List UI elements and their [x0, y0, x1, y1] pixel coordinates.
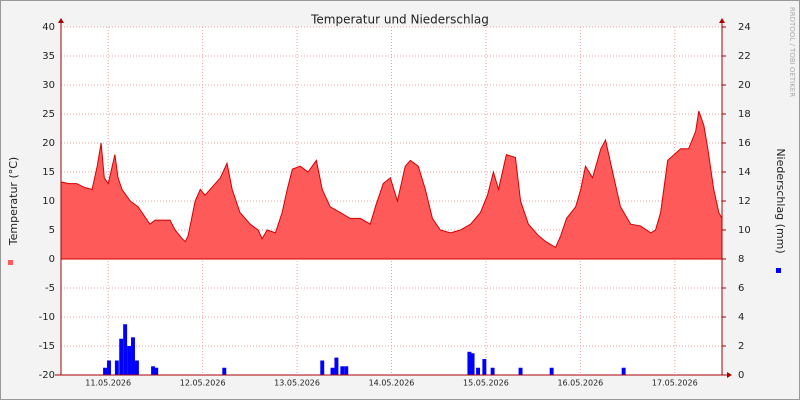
precipitation-bar	[107, 360, 111, 375]
y-tick-label: -15	[39, 341, 55, 352]
y-tick-label: -10	[39, 312, 55, 323]
y-tick-label: 30	[42, 80, 55, 91]
precipitation-bar	[476, 367, 481, 375]
y-tick-label: 40	[42, 22, 55, 33]
y2-tick-label: 8	[738, 254, 744, 265]
y2-tick-label: 24	[738, 22, 751, 33]
axis-arrow	[727, 372, 732, 378]
precipitation-bar	[334, 357, 339, 375]
y2-tick-label: 2	[738, 341, 744, 352]
x-tick-label: 13.05.2026	[274, 379, 320, 388]
precipitation-bar	[518, 367, 523, 375]
y-axis-label: Temperatur (°C)	[7, 157, 20, 246]
y2-tick-label: 0	[738, 370, 744, 381]
x-tick-label: 11.05.2026	[85, 379, 131, 388]
x-tick-label: 14.05.2026	[369, 379, 415, 388]
precipitation-bar	[344, 366, 349, 375]
y2-tick-label: 12	[738, 196, 751, 207]
precipitation-bar	[131, 337, 135, 375]
y2-tick-label: 20	[738, 80, 751, 91]
y2-axis-label: Niederschlag (mm)	[774, 148, 787, 253]
x-tick-label: 17.05.2026	[652, 379, 698, 388]
precipitation-bar	[621, 367, 626, 375]
y2-tick-label: 10	[738, 225, 751, 236]
precipitation-bar	[467, 351, 472, 375]
precipitation-bar	[482, 359, 487, 375]
chart-title: Temperatur und Niederschlag	[310, 13, 489, 27]
precipitation-bar	[490, 367, 495, 375]
y-tick-label: 20	[42, 138, 55, 149]
precipitation-bar	[103, 367, 108, 375]
y2-tick-label: 16	[738, 138, 751, 149]
legend-swatch	[776, 268, 781, 273]
marks	[60, 110, 723, 375]
precipitation-bar	[330, 367, 335, 375]
y-tick-label: 0	[49, 254, 55, 265]
precipitation-bar	[123, 324, 128, 375]
precipitation-bar	[127, 346, 132, 375]
axis-arrow	[719, 18, 725, 23]
legend-swatch	[8, 260, 13, 265]
x-tick-label: 12.05.2026	[180, 379, 226, 388]
y2-tick-label: 4	[738, 312, 744, 323]
y-tick-label: 35	[42, 51, 55, 62]
precipitation-bar	[134, 360, 139, 375]
precipitation-bar	[151, 366, 156, 375]
x-tick-label: 16.05.2026	[557, 379, 603, 388]
precipitation-bar	[154, 367, 159, 375]
y2-tick-label: 18	[738, 109, 751, 120]
y-tick-label: 15	[42, 167, 55, 178]
y2-tick-label: 22	[738, 51, 751, 62]
temperature-area	[60, 110, 723, 260]
axes	[55, 18, 732, 378]
precipitation-bar	[340, 366, 345, 375]
precipitation-bar	[114, 360, 119, 375]
precipitation-bar	[470, 353, 475, 375]
y2-tick-label: 6	[738, 283, 744, 294]
y-tick-label: 10	[42, 196, 55, 207]
y2-tick-label: 14	[738, 167, 751, 178]
axis-arrow	[58, 18, 64, 23]
precipitation-bar	[320, 360, 325, 375]
y-tick-label: 25	[42, 109, 55, 120]
precipitation-bar	[549, 367, 554, 375]
precipitation-bar	[119, 338, 124, 375]
y-tick-label: -20	[39, 370, 55, 381]
y-tick-label: -5	[45, 283, 55, 294]
y-tick-label: 5	[49, 225, 55, 236]
x-tick-label: 15.05.2026	[463, 379, 509, 388]
watermark: RRDTOOL / TOBI OETIKER	[788, 7, 796, 97]
precipitation-bar	[222, 367, 227, 375]
